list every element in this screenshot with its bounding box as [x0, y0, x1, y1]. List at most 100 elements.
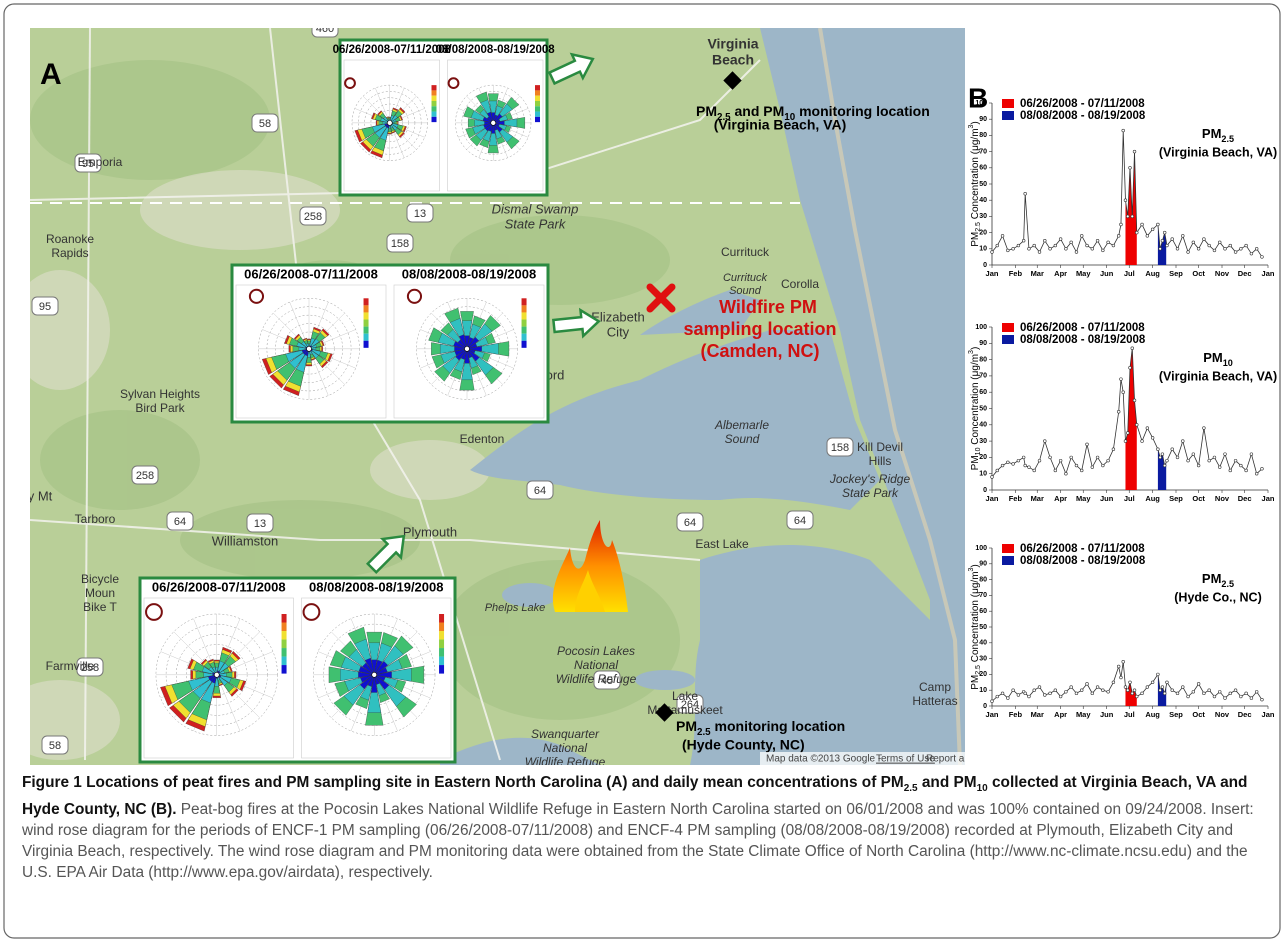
point	[1255, 247, 1258, 250]
point	[1017, 459, 1020, 462]
road-shield-label: 58	[259, 118, 271, 130]
point	[1245, 692, 1248, 695]
point	[1017, 244, 1020, 247]
map-label: Hatteras	[912, 694, 957, 708]
point	[1059, 695, 1062, 698]
x-tick-label: Jan	[986, 269, 999, 278]
rose-colorbar	[522, 334, 527, 341]
point	[1043, 239, 1046, 242]
point	[1131, 347, 1134, 350]
point	[1001, 234, 1004, 237]
map: 4605895258131589525864641364641584525858…	[0, 19, 965, 769]
figure: 4605895258131589525864641364641584525858…	[0, 0, 1285, 943]
point	[1080, 469, 1083, 472]
attribution: Map data ©2013 Google -	[766, 754, 881, 765]
road-shield-label: 64	[794, 515, 806, 527]
text-part: 2.5	[975, 665, 982, 675]
map-label: Albemarle	[714, 418, 769, 432]
rose-colorbar	[432, 106, 437, 111]
x-tick-label: Jul	[1124, 494, 1135, 503]
rose-colorbar	[364, 312, 369, 319]
legend-swatch	[1002, 556, 1014, 565]
point	[991, 700, 994, 703]
rose-colorbar	[439, 665, 444, 674]
y-tick-label: 90	[979, 340, 987, 347]
point	[1181, 440, 1184, 443]
wind-rose-inset: 06/26/2008-07/11/200808/08/2008-08/19/20…	[232, 265, 548, 422]
point	[1101, 689, 1104, 692]
point	[1187, 695, 1190, 698]
text-part: 2.5	[1221, 134, 1234, 144]
point	[1208, 459, 1211, 462]
map-label: Roanoke	[46, 232, 94, 246]
point	[1001, 692, 1004, 695]
point	[1250, 453, 1253, 456]
point	[1159, 456, 1162, 459]
map-label: Williamston	[212, 533, 278, 548]
x-tick-label: Feb	[1009, 710, 1023, 719]
point	[1250, 252, 1253, 255]
point	[1054, 469, 1057, 472]
rose-colorbar	[432, 85, 437, 90]
point	[1059, 459, 1062, 462]
text-part: 10	[977, 783, 988, 794]
rose-logo	[250, 290, 263, 303]
map-label: National	[574, 658, 618, 672]
point	[1151, 681, 1154, 684]
point	[1166, 681, 1169, 684]
point	[1086, 682, 1089, 685]
point	[1059, 238, 1062, 241]
point	[1075, 251, 1078, 254]
road-shield-label: 158	[831, 442, 849, 454]
point	[1120, 378, 1123, 381]
legend-swatch	[1002, 544, 1014, 553]
road-shield-label: 158	[391, 238, 409, 250]
rose-colorbar	[439, 623, 444, 632]
rose-logo	[146, 604, 162, 620]
map-label: Beach	[712, 52, 754, 68]
point	[1261, 467, 1264, 470]
point	[1129, 366, 1132, 369]
point	[1117, 410, 1120, 413]
x-tick-label: Nov	[1215, 710, 1230, 719]
rose-colorbar	[439, 614, 444, 623]
point	[1006, 249, 1009, 252]
road-shield-label: 13	[414, 208, 426, 220]
x-tick-label: Jul	[1124, 710, 1135, 719]
y-tick-label: 100	[975, 100, 987, 107]
point	[1091, 692, 1094, 695]
point	[1126, 432, 1129, 435]
point	[1133, 150, 1136, 153]
point	[1161, 453, 1164, 456]
rose-center	[491, 120, 496, 125]
rose-colorbar	[535, 96, 540, 101]
rose-colorbar	[432, 96, 437, 101]
point	[1187, 251, 1190, 254]
point	[1022, 239, 1025, 242]
road-shield-label: 64	[684, 517, 696, 529]
legend-label: 08/08/2008 - 08/19/2008	[1020, 334, 1146, 346]
text-part: PM	[970, 455, 981, 470]
point	[1255, 472, 1258, 475]
point	[1203, 238, 1206, 241]
rose-colorbar	[364, 320, 369, 327]
map-label: Phelps Lake	[485, 602, 546, 614]
rose-colorbar	[535, 106, 540, 111]
point	[1096, 686, 1099, 689]
point	[1122, 660, 1125, 663]
rose-colorbar	[364, 341, 369, 348]
x-tick-label: Sep	[1169, 494, 1183, 503]
legend-label: 06/26/2008 - 07/11/2008	[1020, 543, 1145, 555]
y-tick-label: 0	[983, 262, 987, 269]
point	[1157, 448, 1160, 451]
site-label: (Camden, NC)	[700, 341, 819, 361]
inset-period: 06/26/2008-07/11/2008	[244, 266, 378, 281]
inset-period: 08/08/2008-08/19/2008	[436, 44, 556, 56]
point	[1229, 244, 1232, 247]
map-label: Hills	[869, 454, 892, 468]
report-link[interactable]: Report a	[926, 754, 965, 765]
legend-label: 08/08/2008 - 08/19/2008	[1020, 555, 1146, 567]
point	[1091, 466, 1094, 469]
map-label: Plymouth	[403, 524, 457, 539]
point	[1075, 692, 1078, 695]
